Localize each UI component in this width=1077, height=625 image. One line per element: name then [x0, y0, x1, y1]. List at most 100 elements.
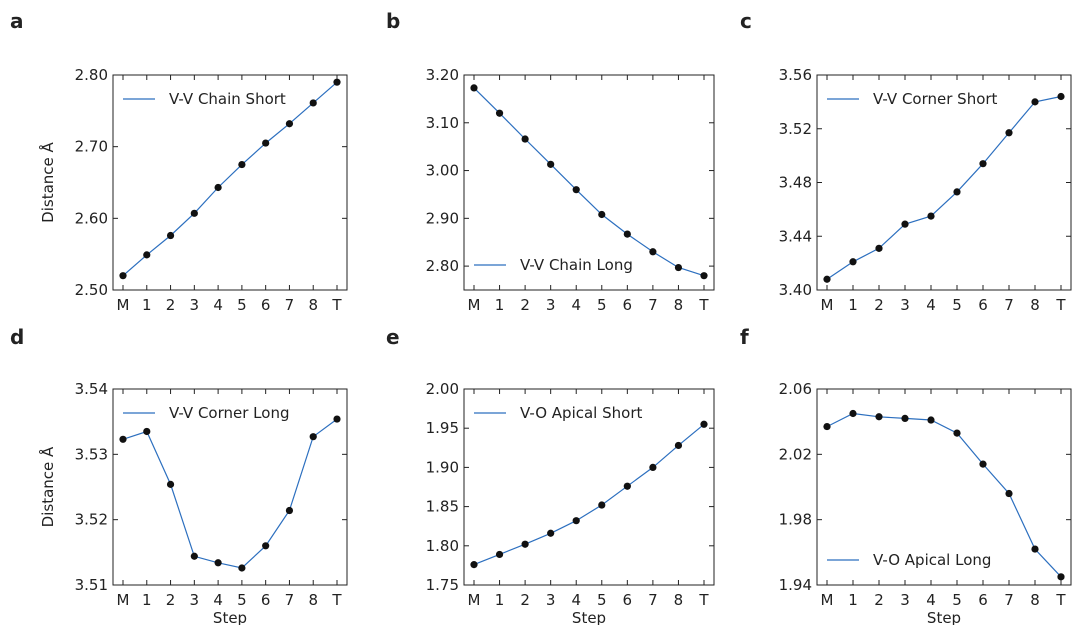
y-tick-label: 2.80 — [75, 66, 108, 84]
data-point — [875, 413, 883, 421]
data-point — [262, 542, 270, 550]
data-point — [333, 78, 341, 86]
series-line — [826, 412, 1062, 578]
legend-label: V-O Apical Long — [873, 551, 991, 569]
data-point — [547, 160, 555, 168]
data-point — [238, 160, 246, 169]
x-tick-label: 6 — [261, 296, 271, 314]
data-point — [214, 559, 222, 567]
data-point — [1057, 573, 1065, 581]
panel-letter: f — [740, 325, 749, 349]
series-line — [473, 423, 705, 566]
x-tick-label: 4 — [213, 296, 223, 314]
panel-a: a 2.50 2.60 2.70 2.80 M 1 2 3 4 5 6 7 8 T Distance Å V-V… — [10, 9, 348, 314]
data-point — [143, 251, 151, 259]
x-tick-label: 8 — [1030, 591, 1040, 609]
x-tick-label: 8 — [674, 296, 684, 314]
data-point — [623, 482, 631, 490]
y-tick-label: 2.06 — [779, 380, 812, 398]
y-tick-label: 1.80 — [426, 537, 459, 555]
x-tick-label: 3 — [900, 591, 910, 609]
x-tick-label: 6 — [978, 591, 988, 609]
data-point — [700, 272, 708, 280]
x-tick-label: 1 — [142, 591, 152, 609]
data-point — [143, 427, 151, 436]
data-point — [823, 422, 831, 431]
data-point — [674, 263, 683, 272]
x-tick-label: 5 — [237, 591, 247, 609]
data-point — [166, 480, 175, 488]
x-tick-label: 4 — [571, 296, 581, 314]
y-tick-label: 3.48 — [779, 174, 812, 192]
data-point — [927, 416, 935, 424]
plot-frame — [463, 74, 715, 291]
data-point — [214, 183, 222, 192]
x-tick-label: M — [468, 591, 481, 609]
data-point — [238, 564, 246, 572]
data-point — [849, 258, 857, 266]
x-tick-label: 2 — [520, 296, 530, 314]
y-tick-label: 2.90 — [426, 209, 459, 227]
x-tick-label: 3 — [190, 296, 200, 314]
data-point — [901, 414, 909, 422]
x-tick-label: 5 — [597, 296, 607, 314]
y-tick-label: 3.44 — [779, 227, 812, 245]
series-line — [473, 87, 705, 277]
y-tick-label: 3.54 — [75, 380, 108, 398]
panel-b: b 2.80 2.90 3.00 3.10 3.20 M 1 2 3 4 5 6 7 8 T V-V Chain… — [386, 9, 715, 314]
x-tick-label: M — [821, 591, 834, 609]
plot-frame — [112, 388, 348, 586]
x-tick-label: 2 — [520, 591, 530, 609]
y-tick-label: 3.20 — [426, 66, 459, 84]
data-point — [572, 186, 580, 194]
x-tick-label: 4 — [926, 296, 936, 314]
data-point — [1005, 129, 1013, 137]
data-point — [700, 420, 708, 428]
data-point — [470, 561, 478, 569]
y-tick-label: 2.80 — [426, 257, 459, 275]
panel-letter: d — [10, 325, 24, 349]
y-tick-label: 1.75 — [426, 576, 459, 594]
y-tick-label: 3.51 — [75, 576, 108, 594]
data-point — [979, 460, 987, 468]
x-tick-label: 8 — [1030, 296, 1040, 314]
panel-letter: c — [740, 9, 752, 33]
series-line — [122, 418, 338, 569]
panel-d: d 3.51 3.52 3.53 3.54 M 1 2 3 4 5 6 7 8 T Step Distance … — [10, 325, 348, 625]
x-tick-label: M — [117, 591, 130, 609]
data-point — [309, 433, 317, 441]
x-tick-label: 4 — [571, 591, 581, 609]
data-point — [119, 272, 127, 280]
data-point — [674, 441, 683, 450]
data-point — [901, 220, 909, 228]
data-point — [285, 120, 294, 128]
x-tick-label: 7 — [285, 296, 295, 314]
y-tick-label: 2.70 — [75, 138, 108, 156]
panel-c: c 3.40 3.44 3.48 3.52 3.56 M 1 2 3 4 5 6 7 8 T V-V Corne… — [740, 9, 1072, 314]
y-tick-label: 1.95 — [426, 419, 459, 437]
x-tick-label: 1 — [142, 296, 152, 314]
x-axis-label: Step — [927, 609, 961, 625]
x-tick-label: 7 — [1004, 591, 1014, 609]
y-tick-label: 3.40 — [779, 281, 812, 299]
data-point — [495, 109, 504, 117]
x-tick-label: M — [117, 296, 130, 314]
x-tick-label: 6 — [978, 296, 988, 314]
data-point — [953, 429, 961, 437]
legend-label: V-O Apical Short — [520, 404, 642, 422]
data-point — [547, 529, 555, 537]
data-point — [875, 244, 883, 252]
y-tick-label: 3.10 — [426, 114, 459, 132]
data-point — [953, 188, 961, 196]
data-point — [649, 463, 657, 471]
x-axis-label: Step — [213, 609, 247, 625]
x-tick-label: 5 — [952, 296, 962, 314]
data-point — [598, 210, 606, 219]
data-point — [470, 84, 478, 92]
panel-e: e 1.75 1.80 1.85 1.90 1.95 2.00 M 1 2 3 4 5 6 7 8 T Step V… — [386, 325, 715, 625]
panel-letter: a — [10, 9, 24, 33]
x-tick-label: 1 — [495, 296, 505, 314]
x-tick-label: 7 — [648, 296, 658, 314]
y-tick-label: 1.98 — [779, 511, 812, 529]
legend-label: V-V Chain Long — [520, 256, 633, 274]
